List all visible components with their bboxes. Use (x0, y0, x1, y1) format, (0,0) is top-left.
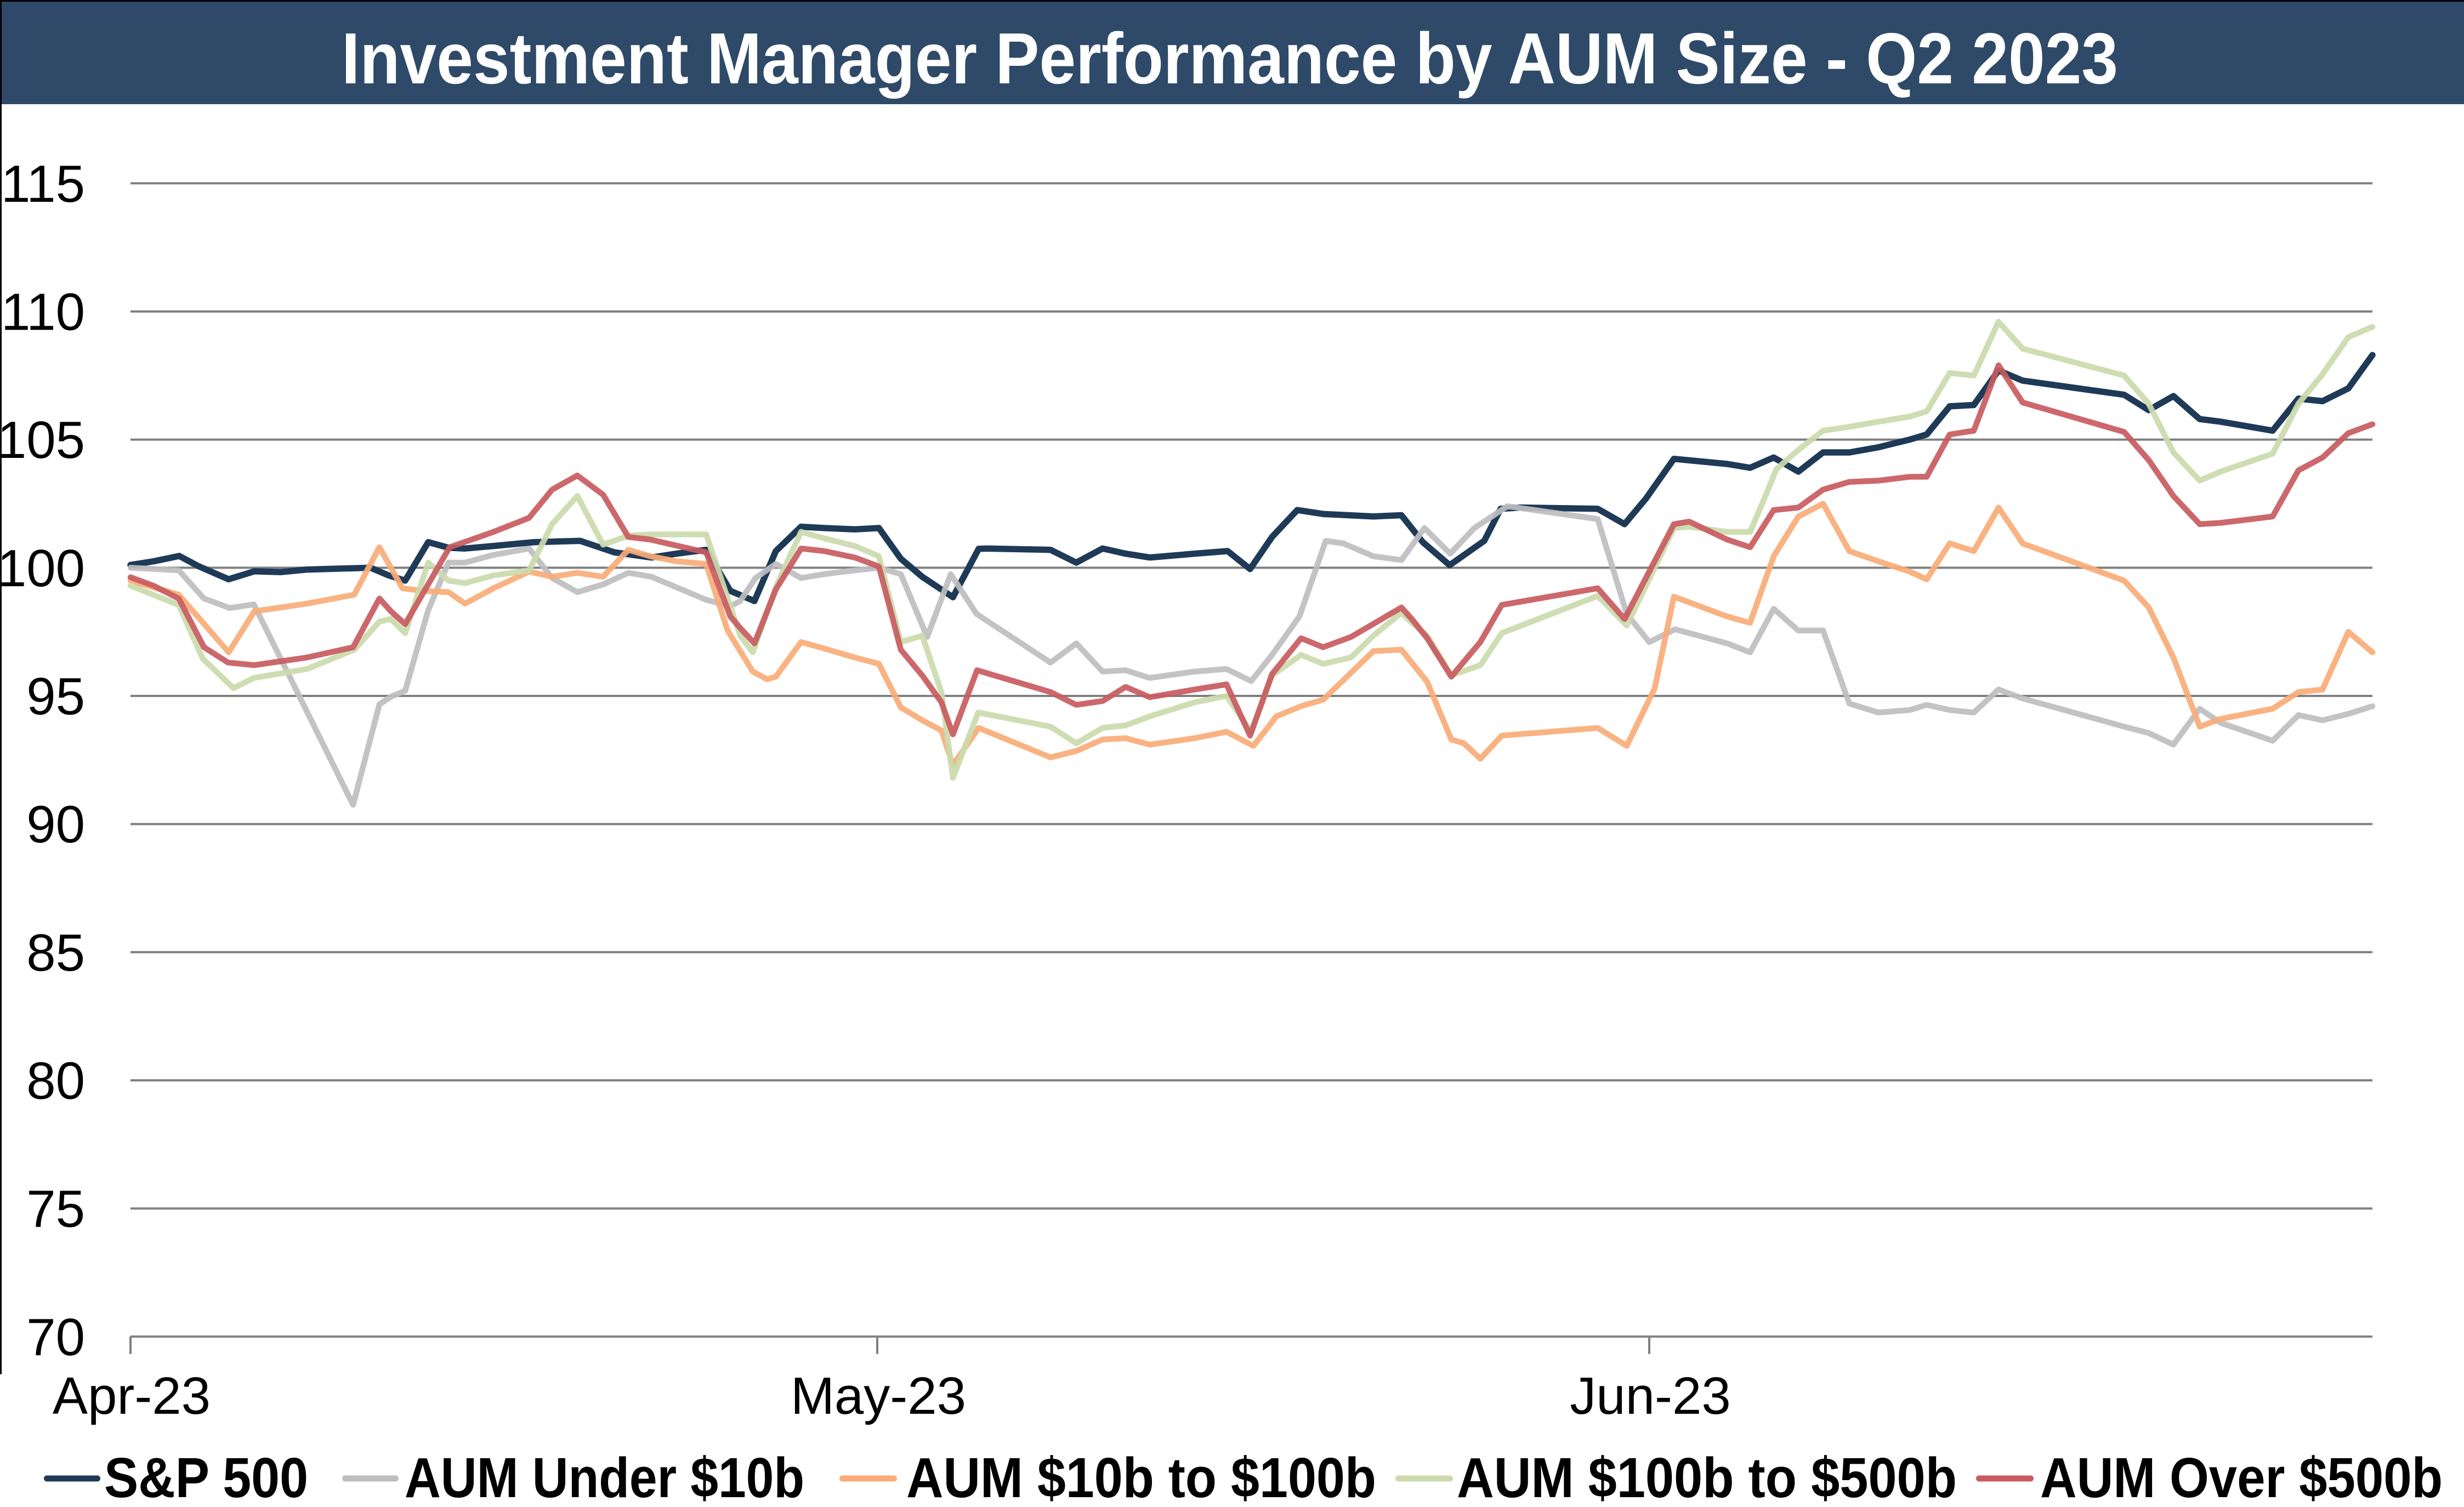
svg-text:100: 100 (0, 539, 85, 598)
svg-text:Investment Manager Performance: Investment Manager Performance by AUM Si… (342, 18, 2118, 99)
svg-text:May-23: May-23 (791, 1367, 966, 1425)
svg-text:AUM $100b to $500b: AUM $100b to $500b (1457, 1446, 1957, 1507)
svg-text:75: 75 (26, 1180, 85, 1238)
svg-text:80: 80 (26, 1052, 85, 1111)
svg-text:95: 95 (26, 667, 85, 726)
svg-text:AUM Over $500b: AUM Over $500b (2040, 1446, 2443, 1507)
svg-text:90: 90 (26, 795, 85, 854)
svg-text:105: 105 (0, 411, 85, 469)
svg-text:70: 70 (26, 1308, 85, 1367)
svg-text:AUM Under $10b: AUM Under $10b (405, 1446, 804, 1507)
svg-text:AUM $10b to $100b: AUM $10b to $100b (906, 1446, 1376, 1507)
svg-text:Jun-23: Jun-23 (1570, 1367, 1731, 1425)
svg-text:Apr-23: Apr-23 (53, 1367, 211, 1425)
svg-text:110: 110 (1, 283, 85, 342)
svg-text:S&P 500: S&P 500 (104, 1446, 308, 1507)
svg-text:115: 115 (1, 155, 85, 213)
svg-text:85: 85 (26, 924, 85, 982)
